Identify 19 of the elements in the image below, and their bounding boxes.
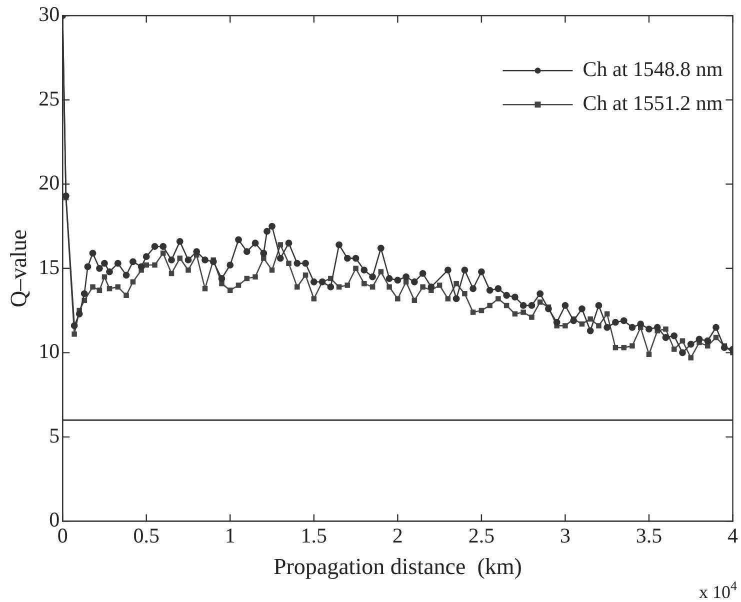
y-tick-label: 10 <box>38 339 60 364</box>
y-tick-label: 30 <box>38 2 60 26</box>
x-tick-label: 1 <box>224 523 236 548</box>
y-tick-label: 20 <box>38 170 60 195</box>
x-tick-label: 3.5 <box>636 523 662 548</box>
y-tick-label: 15 <box>38 254 60 279</box>
y-tick-label: 25 <box>38 86 60 110</box>
x-tick-label: 3 <box>560 523 570 548</box>
x-axis-title: Propagation distance (km) <box>273 554 522 580</box>
legend-label: Ch at 1551.2 nm <box>582 91 723 116</box>
x-tick-label: 2 <box>392 523 403 548</box>
y-axis-title: Q–value <box>6 229 31 308</box>
x-tick-label: 2.5 <box>468 523 495 548</box>
x-tick-label: 4 <box>728 523 738 548</box>
x-tick-label: 1.5 <box>300 523 328 548</box>
legend-label: Ch at 1548.8 nm <box>582 57 723 82</box>
y-tick-label: 0 <box>49 508 60 532</box>
x-tick-label: 0.5 <box>133 523 160 548</box>
y-tick-label: 5 <box>49 423 60 448</box>
